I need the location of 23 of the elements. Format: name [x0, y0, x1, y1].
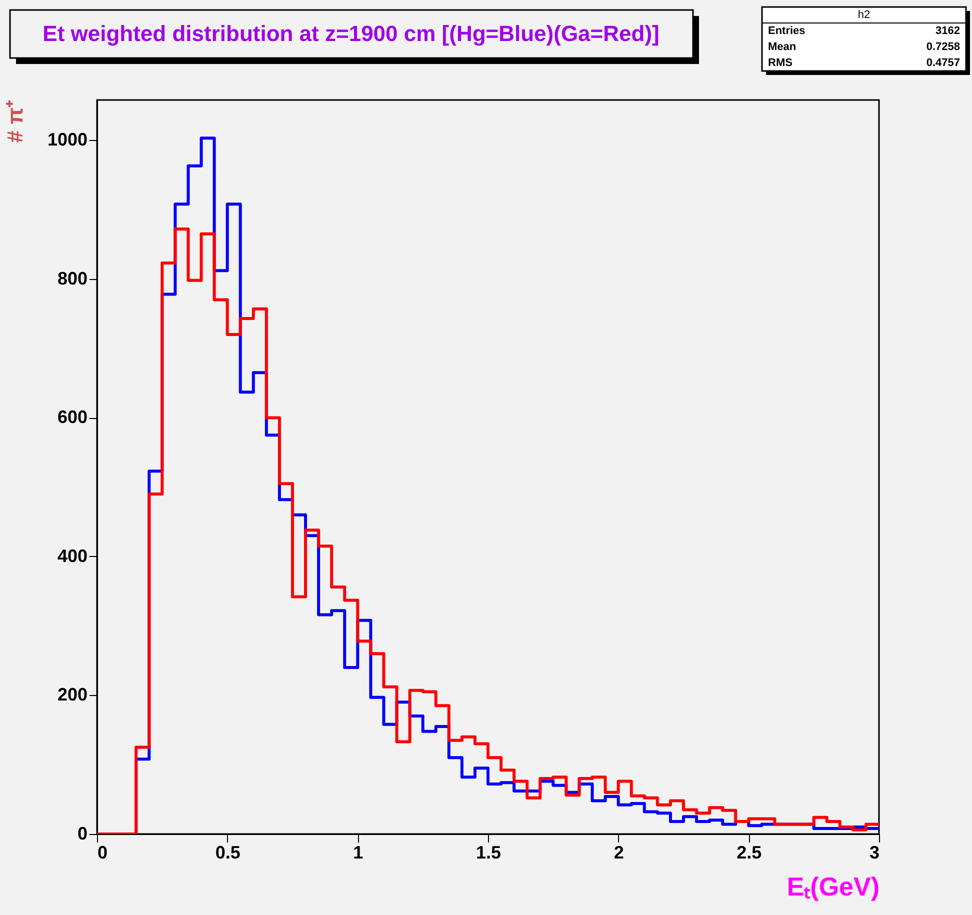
- text: Entries: [768, 25, 806, 37]
- x-tick-label: 1: [353, 842, 364, 862]
- x-tick-label: 2.5: [736, 842, 762, 862]
- y-tick-label: 600: [57, 407, 88, 428]
- x-tick-label: 0: [98, 842, 108, 862]
- text: h2: [858, 9, 870, 21]
- text: Mean: [768, 41, 796, 53]
- text: 3162: [936, 25, 960, 37]
- chart-title: Et weighted distribution at z=1900 cm [(Hg=Blue)(Ga=Red)]: [42, 21, 660, 46]
- y-tick-label: 1000: [47, 130, 88, 150]
- x-tick-label: 1.5: [476, 842, 502, 862]
- text: 0.7258: [926, 41, 960, 53]
- y-axis-title: # π⁺: [2, 100, 28, 143]
- text: RMS: [768, 57, 792, 69]
- y-tick-label: 400: [57, 546, 88, 566]
- y-tick-label: 800: [57, 268, 88, 288]
- x-tick-label: 3: [869, 842, 880, 862]
- x-tick-label: 2: [614, 842, 624, 862]
- y-tick-label: 200: [57, 684, 88, 705]
- text: 0.4757: [926, 57, 960, 69]
- y-tick-label: 0: [77, 824, 88, 844]
- x-axis-title: Eₜ(GeV): [786, 872, 880, 902]
- x-tick-label: 0.5: [215, 842, 240, 862]
